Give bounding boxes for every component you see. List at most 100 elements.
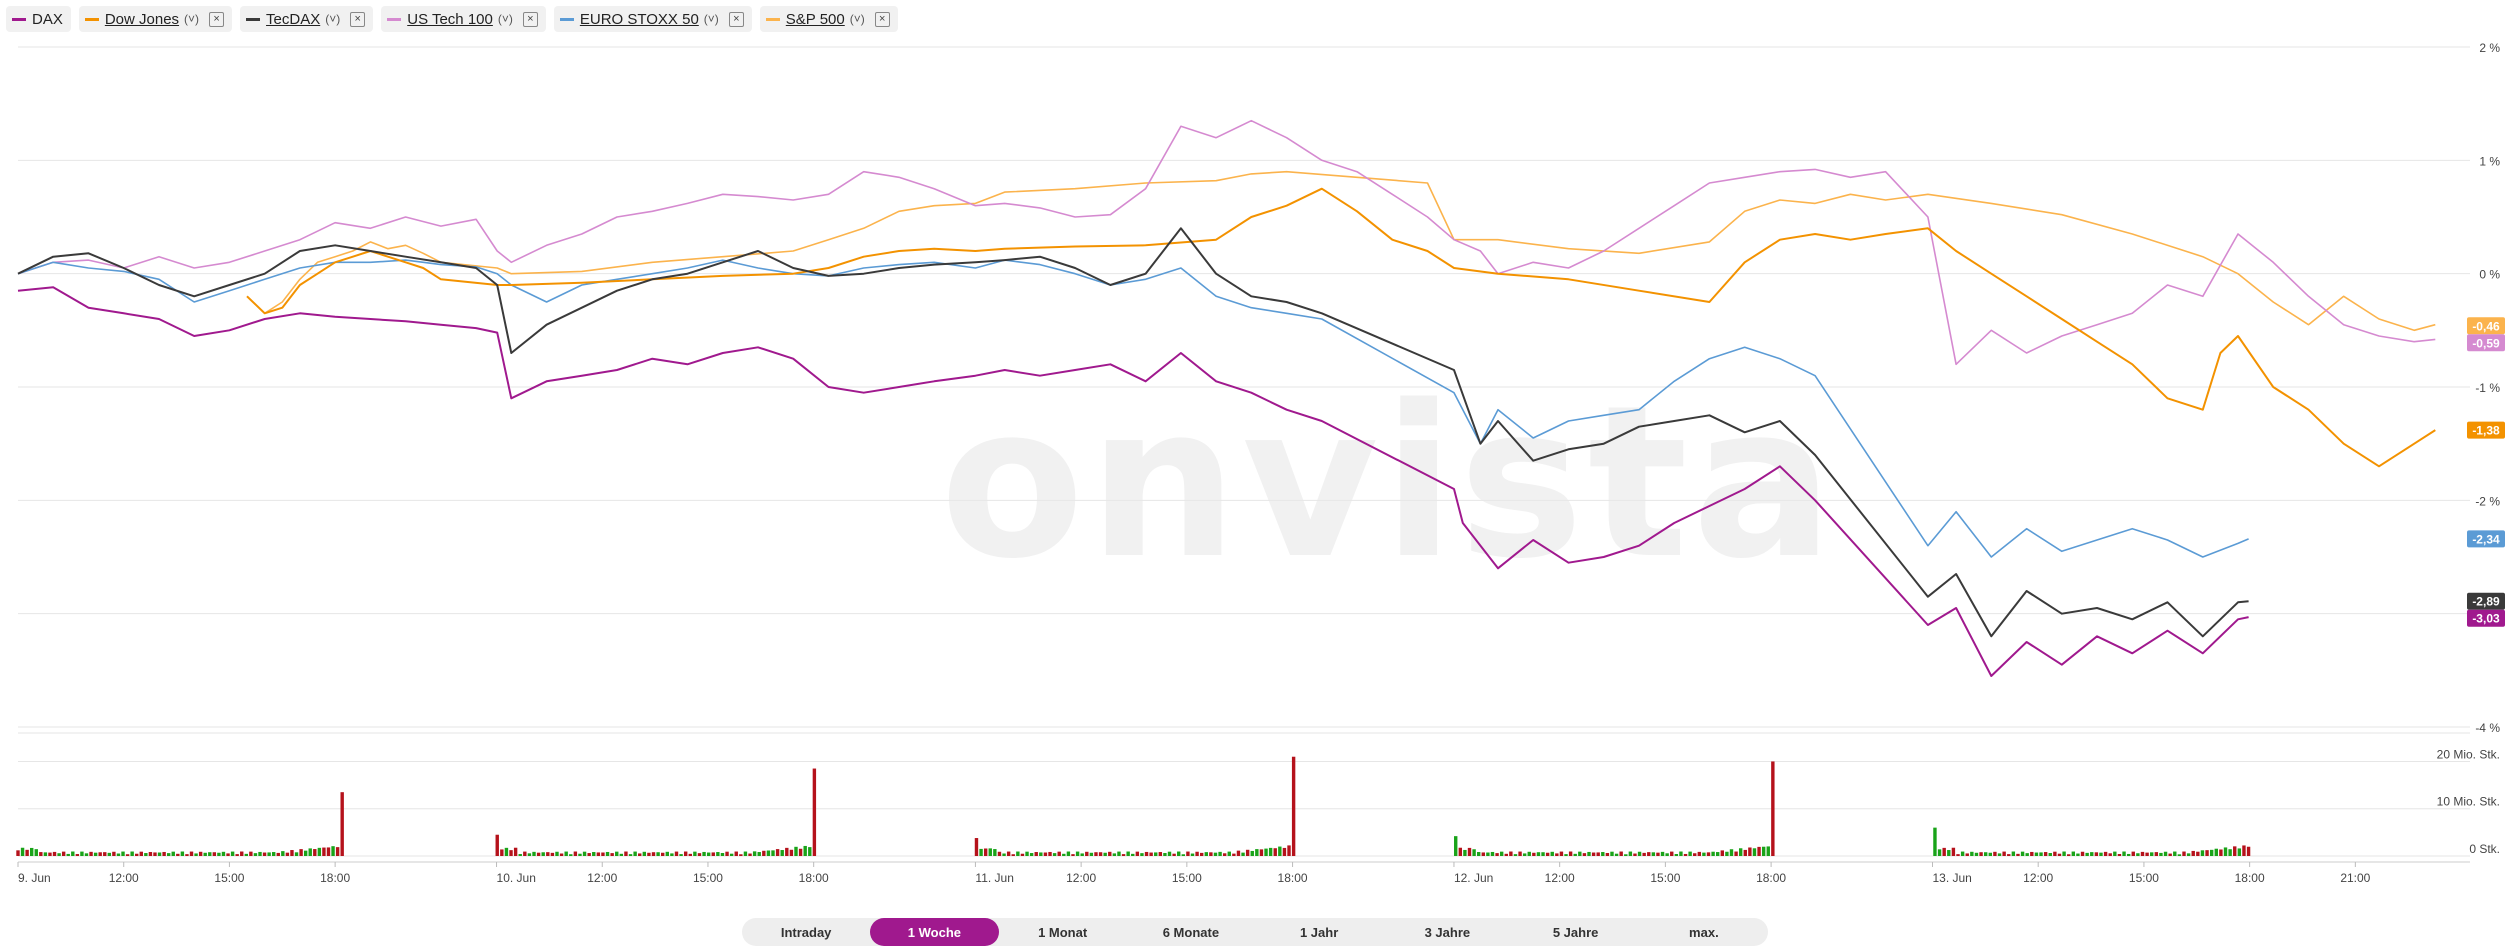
volume-bar	[198, 851, 203, 856]
legend-label[interactable]: US Tech 100	[407, 10, 493, 28]
volume-bar	[1647, 852, 1651, 856]
volume-bar	[61, 851, 66, 856]
volume-bar	[706, 852, 711, 856]
close-icon[interactable]: ×	[874, 11, 890, 27]
volume-bar	[176, 853, 180, 856]
volume-bar	[518, 854, 522, 856]
volume-bar	[1268, 847, 1273, 856]
volume-bar	[555, 851, 559, 856]
legend-item-s-p-500[interactable]: S&P 500 (˅) ×	[759, 6, 898, 32]
legend-swatch	[84, 17, 99, 21]
volume-bar	[148, 852, 153, 856]
chevron-down-icon[interactable]: (˅)	[703, 12, 719, 26]
volume-bar	[1738, 848, 1743, 856]
volume-bar	[1089, 852, 1094, 856]
volume-bar	[2085, 852, 2089, 856]
volume-bar	[762, 850, 766, 856]
range-button-3-jahre[interactable]: 3 Jahre	[1424, 924, 1471, 940]
close-icon[interactable]: ×	[350, 11, 366, 27]
legend-item-dax[interactable]: DAX	[6, 6, 71, 32]
range-button-5-jahre[interactable]: 5 Jahre	[1552, 924, 1599, 940]
volume-bar	[16, 850, 20, 856]
volume-bar	[582, 851, 587, 856]
close-icon[interactable]: ×	[522, 11, 538, 27]
volume-bar	[1573, 853, 1577, 856]
volume-bar	[628, 854, 633, 856]
legend-label[interactable]: TecDAX	[266, 10, 321, 28]
volume-bar	[2108, 853, 2112, 856]
volume-bar	[1951, 847, 1956, 856]
legend-item-dow-jones[interactable]: Dow Jones (˅) ×	[78, 6, 233, 32]
volume-bar	[2140, 851, 2145, 856]
legend-item-euro-stoxx-50[interactable]: EURO STOXX 50 (˅) ×	[553, 6, 752, 32]
volume-bar	[144, 853, 148, 856]
close-icon[interactable]: ×	[728, 11, 744, 27]
volume-bar	[1062, 853, 1066, 856]
end-value-label: -0,59	[2467, 334, 2505, 352]
volume-bar	[1287, 845, 1291, 856]
legend-label[interactable]: Dow Jones	[104, 10, 180, 28]
volume-bar	[66, 853, 70, 856]
volume-bar	[509, 850, 513, 856]
volume-bar	[112, 851, 116, 856]
range-button-1-monat[interactable]: 1 Monat	[1038, 924, 1088, 940]
volume-bar	[212, 852, 217, 856]
volume-bar	[527, 853, 532, 856]
volume-bar	[1743, 849, 1747, 856]
close-icon[interactable]: ×	[209, 11, 225, 27]
volume-bar	[1942, 847, 1946, 856]
legend-label[interactable]: EURO STOXX 50	[579, 10, 699, 28]
volume-bar	[523, 851, 527, 856]
volume-bar	[752, 851, 757, 856]
volume-bar	[185, 854, 189, 856]
volume-bar	[1509, 851, 1513, 856]
volume-bar	[57, 853, 61, 856]
volume-bar	[1729, 849, 1734, 856]
legend-label[interactable]: DAX	[32, 10, 63, 28]
range-button-6-monate[interactable]: 6 Monate	[1162, 924, 1220, 940]
volume-bar	[1140, 853, 1144, 856]
volume-bar	[559, 853, 564, 856]
volume-bar	[1504, 853, 1508, 856]
chevron-down-icon[interactable]: (˅)	[497, 12, 513, 26]
volume-bar	[1587, 851, 1591, 856]
series-line-s-p-500	[246, 170, 2436, 332]
volume-bar	[1291, 756, 1296, 856]
chevron-down-icon[interactable]: (˅)	[184, 12, 200, 26]
chevron-down-icon[interactable]: (˅)	[325, 12, 341, 26]
svg-text:-3,03: -3,03	[2472, 612, 2500, 626]
volume-bar	[1103, 852, 1107, 856]
legend-label[interactable]: S&P 500	[785, 10, 845, 28]
volume-bar	[1965, 853, 1969, 856]
volume-bar	[1172, 853, 1176, 856]
chevron-down-icon[interactable]: (˅)	[849, 12, 865, 26]
legend-item-tecdax[interactable]: TecDAX (˅) ×	[240, 6, 374, 32]
volume-bar	[711, 852, 715, 856]
volume-bar	[2196, 851, 2200, 856]
volume-bar	[1702, 852, 1706, 856]
volume-bar	[1463, 849, 1467, 856]
volume-bar	[1458, 847, 1463, 856]
legend-item-us-tech-100[interactable]: US Tech 100 (˅) ×	[381, 6, 546, 32]
volume-bar	[2025, 853, 2029, 856]
range-button-max[interactable]: max.	[1689, 924, 1719, 940]
range-button-intraday[interactable]: Intraday	[780, 924, 832, 940]
volume-bar	[1633, 853, 1637, 856]
volume-bar	[1029, 853, 1034, 856]
onvista-watermark: onvista	[940, 360, 1838, 605]
x-tick-label: 12:00	[1545, 871, 1575, 885]
volume-bar	[697, 853, 702, 856]
volume-bar	[974, 838, 979, 856]
volume-bar	[1218, 851, 1222, 856]
volume-bar	[550, 852, 555, 856]
volume-bar	[1637, 851, 1642, 856]
volume-bar	[1513, 854, 1518, 856]
volume-bar	[1071, 854, 1075, 856]
range-button-1-jahr[interactable]: 1 Jahr	[1299, 924, 1339, 940]
volume-bar	[812, 768, 817, 856]
legend-swatch	[12, 17, 26, 21]
range-button-1-woche[interactable]: 1 Woche	[870, 918, 999, 946]
volume-bar	[564, 851, 568, 856]
volume-bar	[1025, 851, 1029, 856]
volume-bar	[166, 853, 171, 856]
